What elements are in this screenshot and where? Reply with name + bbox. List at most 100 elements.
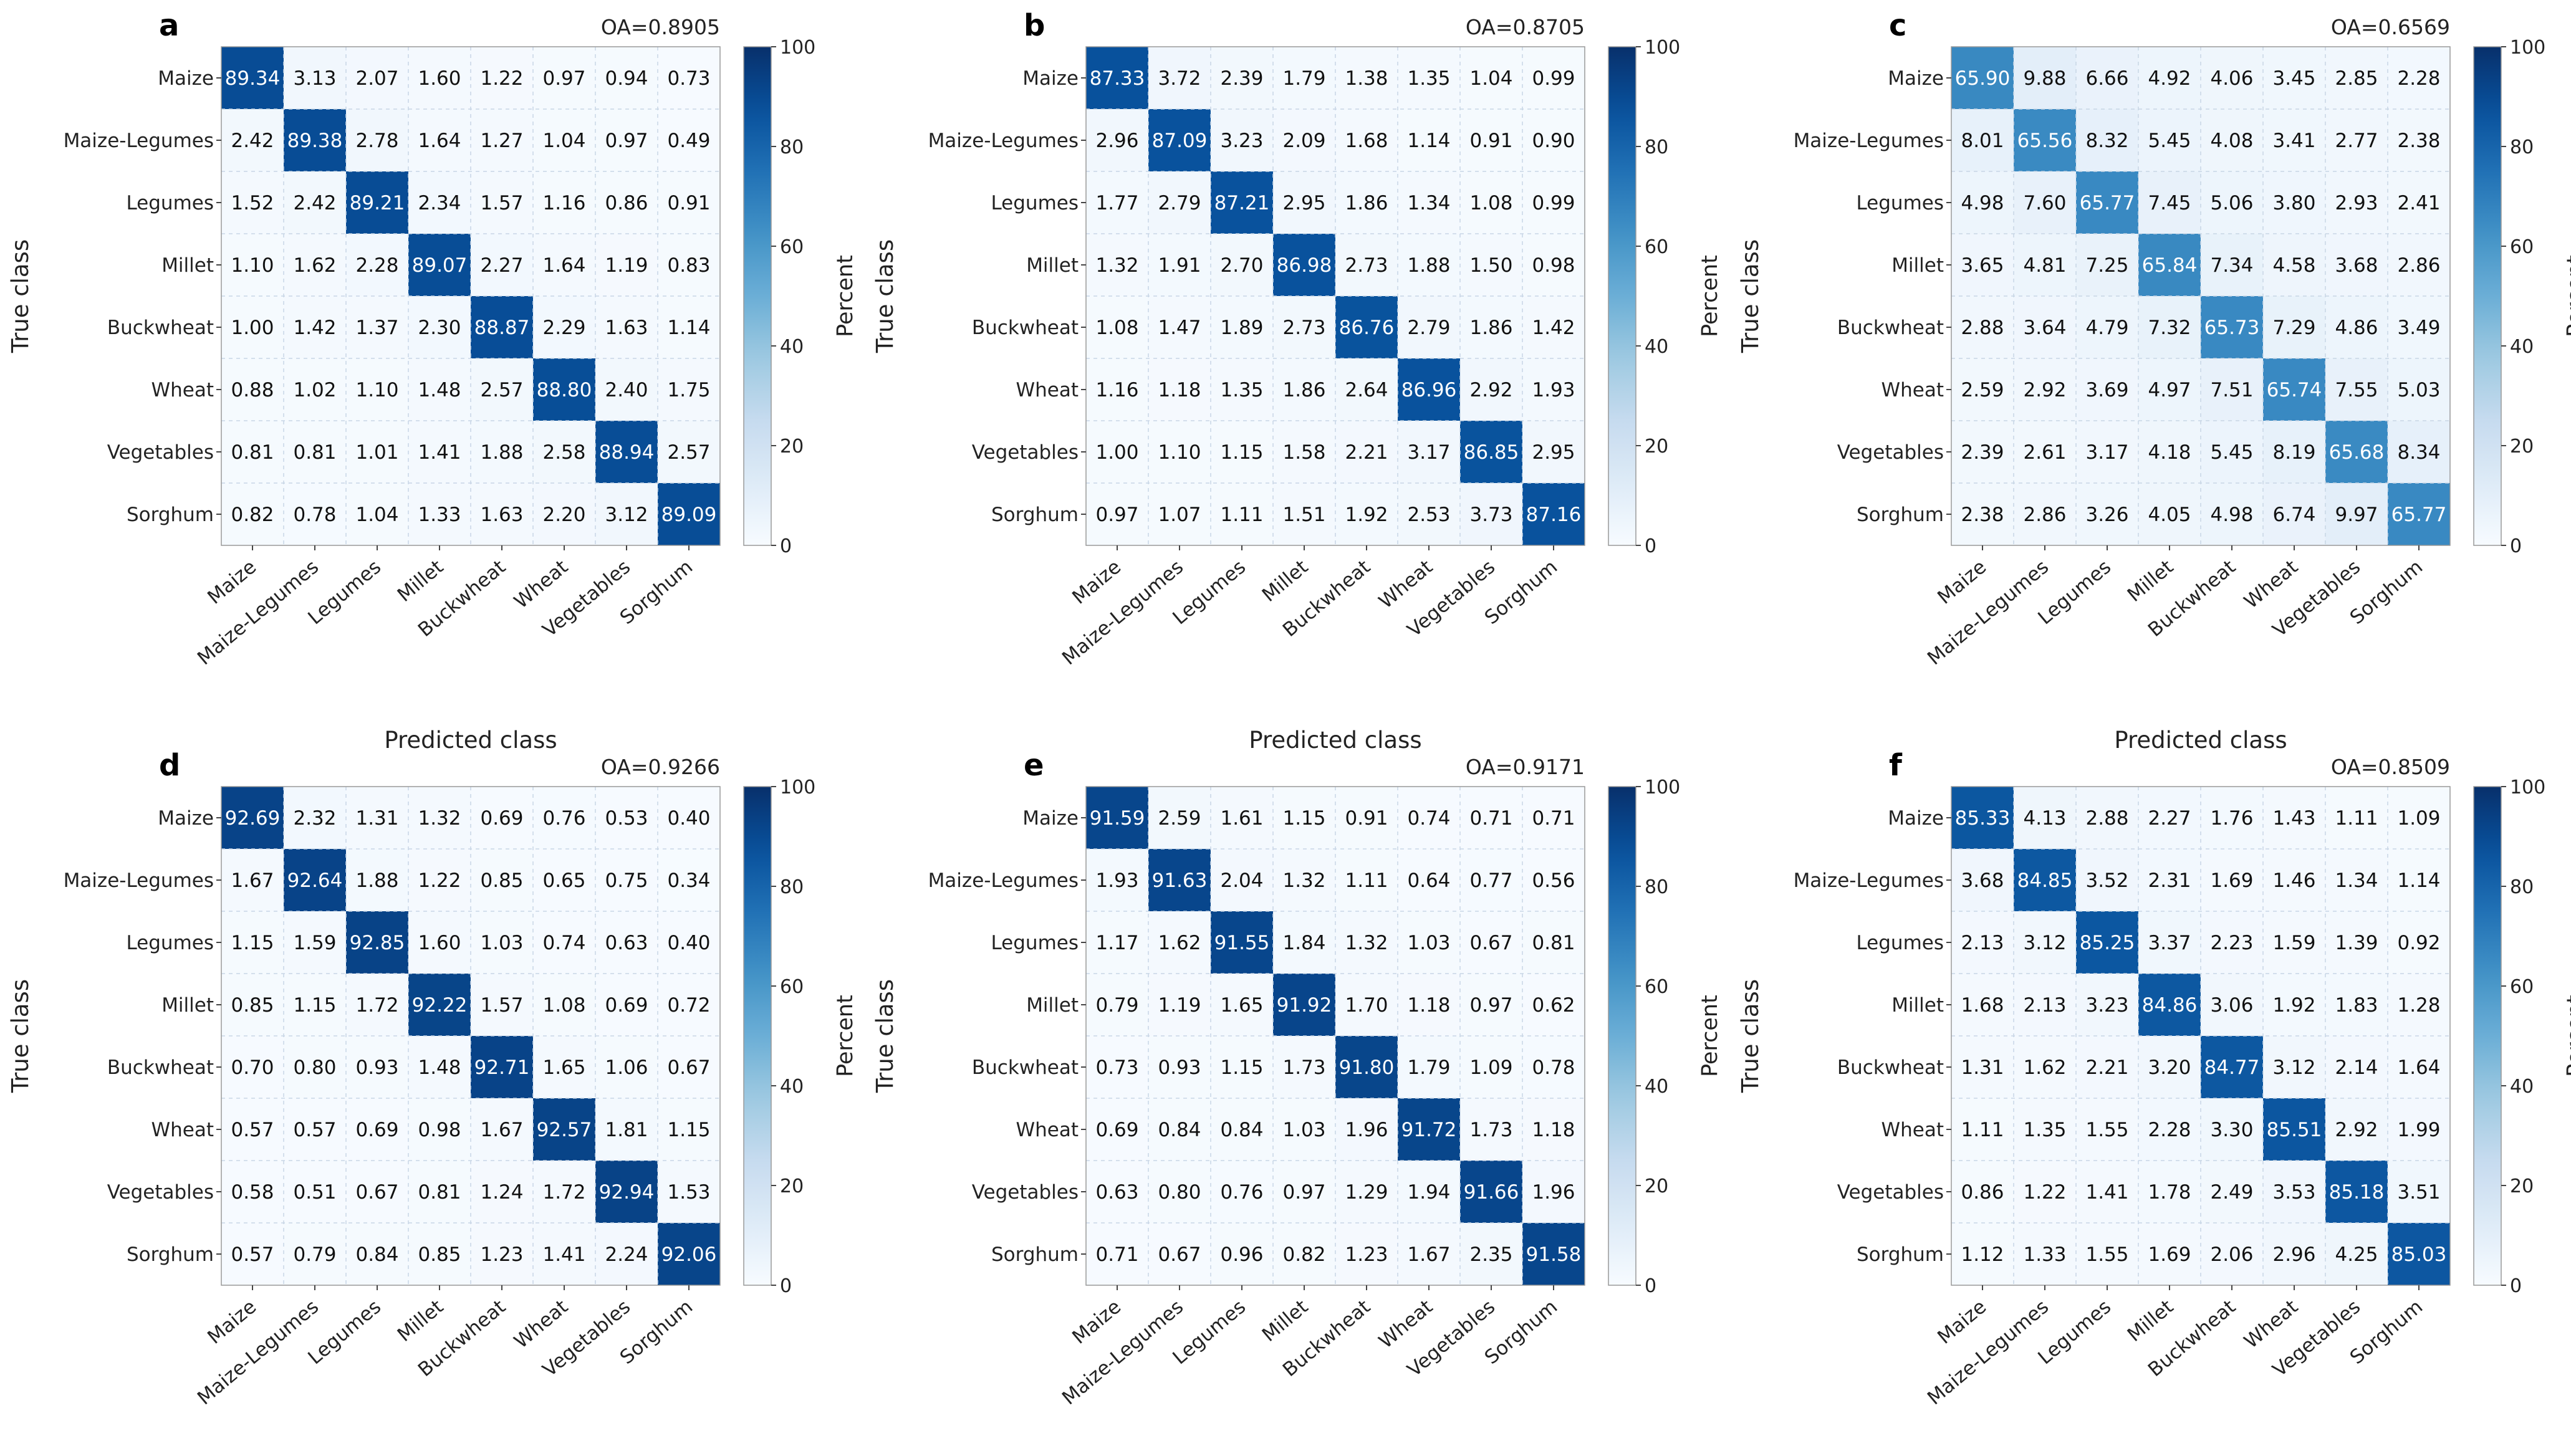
heatmap-cell bbox=[2076, 1161, 2138, 1223]
cell-value-label: 1.77 bbox=[1095, 192, 1138, 214]
cell-value-label: 1.72 bbox=[355, 994, 398, 1017]
cell-value-label: 1.60 bbox=[418, 67, 461, 90]
oa-label: OA=0.8705 bbox=[1466, 15, 1585, 39]
y-tick-label: Buckwheat bbox=[972, 317, 1079, 339]
cell-value-label: 4.81 bbox=[2023, 254, 2066, 277]
cell-value-label: 2.39 bbox=[1220, 67, 1263, 90]
heatmap-cell bbox=[1273, 296, 1335, 358]
y-tick-label: Millet bbox=[1026, 254, 1079, 277]
y-tick-label: Legumes bbox=[991, 192, 1079, 214]
heatmap-cell bbox=[2201, 974, 2263, 1036]
cell-value-label: 2.79 bbox=[1407, 317, 1450, 339]
cell-value-label: 3.06 bbox=[2210, 994, 2253, 1017]
cell-value-label: 84.86 bbox=[2142, 994, 2198, 1017]
cell-value-label: 0.71 bbox=[1469, 807, 1512, 830]
heatmap-cell bbox=[1398, 787, 1460, 849]
heatmap-cell bbox=[1398, 47, 1460, 109]
heatmap-cell bbox=[533, 421, 595, 483]
heatmap-cell bbox=[221, 234, 284, 296]
cell-value-label: 0.80 bbox=[1158, 1181, 1201, 1204]
cell-value-label: 1.88 bbox=[480, 441, 523, 464]
cell-value-label: 1.58 bbox=[1282, 441, 1325, 464]
cell-value-label: 2.70 bbox=[1220, 254, 1263, 277]
cell-value-label: 2.61 bbox=[2023, 441, 2066, 464]
heatmap-cell bbox=[408, 974, 471, 1036]
cell-value-label: 1.29 bbox=[1345, 1181, 1388, 1204]
heatmap-cell bbox=[1335, 47, 1398, 109]
colorbar-tick-label: 0 bbox=[780, 535, 792, 557]
heatmap-cell bbox=[2263, 974, 2325, 1036]
heatmap-cell bbox=[2201, 1161, 2263, 1223]
cell-value-label: 1.73 bbox=[1469, 1119, 1512, 1141]
heatmap-cell bbox=[1148, 296, 1211, 358]
cell-value-label: 1.84 bbox=[1282, 932, 1325, 954]
cell-value-label: 1.92 bbox=[2272, 994, 2315, 1017]
heatmap-cell bbox=[1273, 47, 1335, 109]
cell-value-label: 9.97 bbox=[2335, 504, 2378, 526]
cell-value-label: 1.18 bbox=[1407, 994, 1450, 1017]
colorbar-tick-label: 40 bbox=[2510, 1076, 2534, 1098]
heatmap-cell bbox=[1460, 421, 1522, 483]
heatmap-cell bbox=[1951, 787, 2014, 849]
heatmap-cell bbox=[1398, 234, 1460, 296]
cell-value-label: 4.98 bbox=[1961, 192, 2004, 214]
heatmap-cell bbox=[2263, 171, 2325, 234]
heatmap-cell bbox=[471, 1036, 533, 1098]
cell-value-label: 0.79 bbox=[293, 1243, 336, 1266]
heatmap-cell bbox=[2388, 109, 2450, 171]
cell-value-label: 1.15 bbox=[1282, 807, 1325, 830]
cell-value-label: 1.31 bbox=[1961, 1056, 2004, 1079]
heatmap-cell bbox=[346, 1036, 408, 1098]
heatmap-cell bbox=[2388, 483, 2450, 545]
heatmap-cell bbox=[2014, 849, 2076, 911]
cell-value-label: 0.97 bbox=[1469, 994, 1512, 1017]
heatmap-cell bbox=[284, 911, 346, 974]
heatmap-cell bbox=[2138, 1036, 2201, 1098]
cell-value-label: 9.88 bbox=[2023, 67, 2066, 90]
heatmap-cell bbox=[2201, 109, 2263, 171]
cell-value-label: 2.13 bbox=[1961, 932, 2004, 954]
cell-value-label: 1.04 bbox=[355, 504, 398, 526]
colorbar bbox=[1608, 786, 1636, 1286]
cell-value-label: 1.92 bbox=[1345, 504, 1388, 526]
cell-value-label: 3.53 bbox=[2272, 1181, 2315, 1204]
cell-value-label: 7.60 bbox=[2023, 192, 2066, 214]
colorbar-tick-label: 40 bbox=[780, 1076, 804, 1098]
heatmap-cell bbox=[1086, 911, 1148, 974]
cell-value-label: 2.92 bbox=[2023, 379, 2066, 401]
heatmap-cell bbox=[1951, 234, 2014, 296]
x-axis-label: Predicted class bbox=[384, 727, 557, 754]
cell-value-label: 0.69 bbox=[605, 994, 648, 1017]
cell-value-label: 5.03 bbox=[2397, 379, 2440, 401]
cell-value-label: 65.84 bbox=[2142, 254, 2198, 277]
heatmap-cell bbox=[1086, 849, 1148, 911]
cell-value-label: 92.57 bbox=[537, 1119, 592, 1141]
heatmap-cell bbox=[2325, 849, 2388, 911]
x-tick-label: Millet bbox=[393, 556, 448, 606]
heatmap-cell bbox=[471, 234, 533, 296]
heatmap-cell bbox=[2388, 421, 2450, 483]
heatmap-cell bbox=[658, 421, 720, 483]
colorbar-tick-label: 0 bbox=[1645, 1275, 1656, 1297]
heatmap-cell bbox=[1951, 47, 2014, 109]
cell-value-label: 1.67 bbox=[231, 869, 274, 892]
heatmap-cell bbox=[595, 911, 658, 974]
cell-value-label: 1.96 bbox=[1345, 1119, 1388, 1141]
heatmap-cell bbox=[408, 358, 471, 421]
cell-value-label: 65.77 bbox=[2391, 504, 2447, 526]
heatmap-cell bbox=[408, 1161, 471, 1223]
panel-b: b OA=0.8705 87.33 3.72 2.39 1.79 1.38 1.35 1.04 0… bbox=[872, 8, 1723, 754]
heatmap-cell bbox=[471, 911, 533, 974]
heatmap-cell bbox=[2325, 171, 2388, 234]
cell-value-label: 4.86 bbox=[2335, 317, 2378, 339]
heatmap-cell bbox=[346, 109, 408, 171]
heatmap-cell bbox=[1148, 1098, 1211, 1161]
cell-value-label: 5.45 bbox=[2210, 441, 2253, 464]
y-tick-label: Buckwheat bbox=[1837, 317, 1944, 339]
y-tick-label: Maize bbox=[1888, 807, 1944, 830]
cell-value-label: 1.15 bbox=[231, 932, 274, 954]
heatmap-cell bbox=[1951, 1223, 2014, 1285]
cell-value-label: 1.68 bbox=[1961, 994, 2004, 1017]
heatmap-cell bbox=[1148, 787, 1211, 849]
cell-value-label: 1.35 bbox=[1407, 67, 1450, 90]
